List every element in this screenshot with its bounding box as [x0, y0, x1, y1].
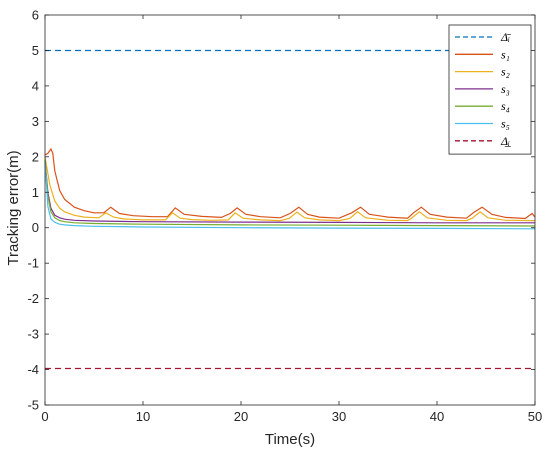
series-line-5 [44, 160, 536, 227]
y-tick-label: 6 [32, 8, 39, 23]
legend-label: s₁ [501, 47, 510, 61]
y-axis-label: Tracking error(m) [5, 150, 22, 265]
legend-label: Δ̲ᵢ [500, 134, 511, 148]
y-tick-label: -4 [27, 362, 39, 377]
tick-labels: 0 10 20 30 40 50 -5 -4 -3 -2 -1 0 1 2 3 4 5 6 [27, 8, 542, 425]
series-line-2 [44, 147, 536, 220]
legend-label: s₂ [501, 65, 510, 79]
legend-label: s₅ [501, 117, 510, 131]
legend: Δ̄ᵢ s₁ s₂ s₃ s₄ s₅ Δ̲ᵢ [448, 24, 532, 155]
legend-label: s₃ [501, 82, 510, 96]
x-tick-label: 30 [332, 409, 346, 424]
axes [44, 14, 536, 406]
series-lines [44, 49, 536, 370]
y-tick-label: 0 [32, 220, 39, 235]
y-tick-label: -1 [27, 256, 39, 271]
x-tick-label: 20 [234, 409, 248, 424]
legend-label: s₄ [501, 99, 510, 113]
y-tick-label: 5 [32, 43, 39, 58]
y-tick-label: -3 [27, 327, 39, 342]
y-tick-label: -5 [27, 398, 39, 413]
plot-frame [44, 14, 536, 406]
y-tick-label: 4 [32, 78, 39, 93]
series-line-4 [44, 160, 535, 224]
series-line-6 [44, 162, 536, 230]
x-tick-label: 10 [136, 409, 150, 424]
y-tick-label: 1 [32, 185, 39, 200]
legend-label: Δ̄ᵢ [500, 30, 511, 44]
x-tick-label: 0 [41, 409, 48, 424]
x-tick-label: 50 [528, 409, 542, 424]
x-axis-label: Time(s) [265, 431, 315, 448]
y-tick-label: 3 [32, 114, 39, 129]
x-tick-label: 40 [430, 409, 444, 424]
series-line-3 [44, 156, 536, 222]
y-tick-label: -2 [27, 291, 39, 306]
y-tick-label: 2 [32, 149, 39, 164]
